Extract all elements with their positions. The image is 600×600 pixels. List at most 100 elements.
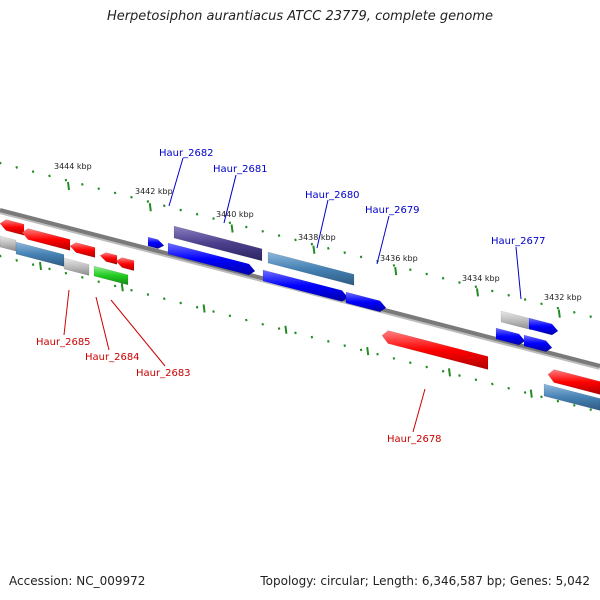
kbp-label-3434: 3434 kbp xyxy=(462,274,500,283)
outer-tick-dot xyxy=(277,234,281,237)
inner-tick-dot xyxy=(392,357,396,360)
inner-tick-dot xyxy=(31,263,35,266)
gene-feature-haur-2678[interactable] xyxy=(381,330,489,370)
gene-feature[interactable] xyxy=(0,235,17,252)
gene-feature-haur-2685[interactable] xyxy=(63,257,90,276)
outer-tick-dot xyxy=(294,238,297,242)
gene-label-haur-2682[interactable]: Haur_2682 xyxy=(159,148,214,159)
connector-haur-2678 xyxy=(412,388,426,433)
kbp-label-3432: 3432 kbp xyxy=(544,293,582,302)
outer-tick-dot xyxy=(573,310,576,314)
outer-tick-major xyxy=(230,224,234,233)
outer-tick-dot xyxy=(195,212,199,216)
inner-tick-dot xyxy=(261,322,264,326)
outer-tick-dot xyxy=(425,272,428,276)
outer-tick-dot xyxy=(523,298,527,301)
gene-label-haur-2681[interactable]: Haur_2681 xyxy=(213,164,268,175)
gene-feature[interactable] xyxy=(69,242,96,258)
gene-feature[interactable] xyxy=(167,242,256,276)
gene-label-haur-2678[interactable]: Haur_2678 xyxy=(387,434,442,445)
kbp-label-3440: 3440 kbp xyxy=(216,210,254,219)
outer-tick-dot xyxy=(163,204,166,208)
connector-haur-2681 xyxy=(223,174,237,224)
gene-label-haur-2684[interactable]: Haur_2684 xyxy=(85,352,140,363)
outer-tick-dot xyxy=(15,166,18,169)
inner-tick-dot xyxy=(573,403,576,407)
connector-haur-2683 xyxy=(110,299,166,367)
outer-tick-dot xyxy=(81,183,84,186)
connector-haur-2677 xyxy=(515,246,522,300)
outer-tick-dot xyxy=(359,255,363,259)
gene-feature[interactable] xyxy=(147,236,165,249)
connector-haur-2682 xyxy=(168,157,184,207)
gene-label-haur-2685[interactable]: Haur_2685 xyxy=(36,337,91,348)
outer-tick-dot xyxy=(327,247,330,250)
gene-label-haur-2683[interactable]: Haur_2683 xyxy=(136,368,191,379)
inner-tick-dot xyxy=(130,288,133,292)
kbp-label-3436: 3436 kbp xyxy=(380,254,418,263)
gene-feature[interactable] xyxy=(547,369,600,395)
outer-tick-dot xyxy=(507,293,510,297)
gene-label-haur-2680[interactable]: Haur_2680 xyxy=(305,190,360,201)
inner-tick-dot xyxy=(0,254,2,258)
inner-tick-dot xyxy=(491,382,494,386)
gene-feature[interactable] xyxy=(0,219,25,236)
gene-feature-haur-2681[interactable] xyxy=(173,225,263,262)
outer-tick-dot xyxy=(310,242,314,246)
inner-tick-dot xyxy=(64,271,68,275)
gene-feature[interactable] xyxy=(500,310,532,331)
outer-tick-dot xyxy=(261,229,264,233)
outer-tick-dot xyxy=(474,285,478,289)
outer-tick-dot xyxy=(589,315,592,318)
gene-feature[interactable] xyxy=(21,228,71,251)
gene-feature[interactable] xyxy=(345,291,387,313)
outer-tick-dot xyxy=(179,208,182,212)
inner-tick-major xyxy=(202,304,206,313)
gene-label-haur-2679[interactable]: Haur_2679 xyxy=(365,205,420,216)
outer-tick-dot xyxy=(212,217,215,220)
inner-tick-dot xyxy=(179,301,182,305)
outer-tick-dot xyxy=(228,221,232,225)
accession-text: Accession: NC_009972 xyxy=(9,574,146,588)
gene-feature[interactable] xyxy=(523,334,553,352)
outer-tick-major xyxy=(312,245,316,254)
inner-tick-dot xyxy=(458,374,461,377)
inner-tick-dot xyxy=(48,267,51,271)
outer-tick-dot xyxy=(113,191,117,195)
connector-haur-2679 xyxy=(376,215,390,265)
gene-feature[interactable] xyxy=(99,252,118,265)
inner-tick-dot xyxy=(327,340,330,343)
gene-feature[interactable] xyxy=(495,327,526,346)
gene-feature-haur-2680[interactable] xyxy=(267,251,355,286)
gene-feature[interactable] xyxy=(115,257,135,272)
inner-tick-dot xyxy=(376,352,379,356)
inner-tick-major xyxy=(284,325,288,334)
inner-tick-dot xyxy=(343,344,346,348)
outer-tick-dot xyxy=(409,268,412,272)
inner-tick-dot xyxy=(195,305,199,309)
gene-feature[interactable] xyxy=(528,317,559,336)
genome-summary-text: Topology: circular; Length: 6,346,587 bp… xyxy=(260,574,590,588)
gene-features xyxy=(0,219,600,411)
outer-tick-dot xyxy=(48,174,51,178)
gene-label-haur-2677[interactable]: Haur_2677 xyxy=(491,236,546,247)
inner-tick-dot xyxy=(277,327,281,330)
inner-tick-dot xyxy=(556,399,560,403)
inner-tick-dot xyxy=(113,284,117,288)
gene-feature-haur-2684[interactable] xyxy=(93,265,129,286)
inner-tick-dot xyxy=(81,276,84,279)
inner-tick-dot xyxy=(212,310,215,313)
outer-tick-dot xyxy=(441,276,445,280)
outer-tick-dot xyxy=(540,302,543,306)
inner-tick-major xyxy=(120,283,124,292)
outer-tick-dot xyxy=(491,289,494,293)
inner-tick-dot xyxy=(359,348,363,352)
inner-tick-dot xyxy=(294,331,297,335)
gene-feature[interactable] xyxy=(543,383,600,411)
connector-haur-2685 xyxy=(63,289,70,336)
gene-feature[interactable] xyxy=(262,269,349,302)
outer-tick-major xyxy=(148,203,152,212)
inner-tick-major xyxy=(529,389,533,398)
outer-tick-major xyxy=(476,288,479,297)
